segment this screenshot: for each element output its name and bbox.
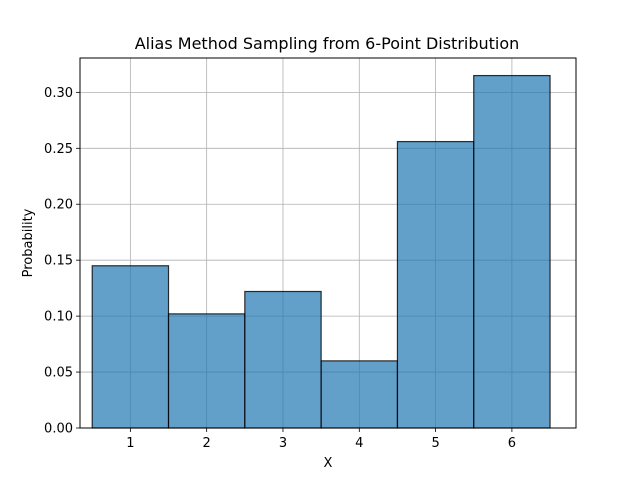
y-tick-label: 0.00 [44,422,73,437]
bar [167,313,246,429]
x-tick-label: 4 [355,436,363,451]
y-tick-label: 0.05 [44,366,73,381]
y-axis: 0.00 0.05 0.10 0.15 0.20 0.25 0.30 [44,86,80,437]
bar [396,140,475,429]
y-tick-label: 0.10 [44,310,73,325]
y-tick-label: 0.20 [44,198,73,213]
y-axis-label: Probability [21,208,36,277]
bars [91,74,551,429]
x-tick-label: 3 [279,436,287,451]
plot-frame [79,57,577,429]
chart-title: Alias Method Sampling from 6-Point Distr… [135,34,520,53]
x-tick-label: 1 [126,436,134,451]
bar [320,360,399,429]
x-tick-label: 2 [203,436,211,451]
x-axis: 1 2 3 4 5 6 [126,428,516,451]
bar [91,265,170,429]
y-tick-label: 0.25 [44,142,73,157]
y-tick-label: 0.15 [44,254,73,269]
x-tick-label: 5 [431,436,439,451]
bar [473,74,551,429]
x-tick-label: 6 [508,436,516,451]
y-tick-label: 0.30 [44,86,73,101]
x-axis-label: X [324,456,333,471]
bar [244,290,322,429]
